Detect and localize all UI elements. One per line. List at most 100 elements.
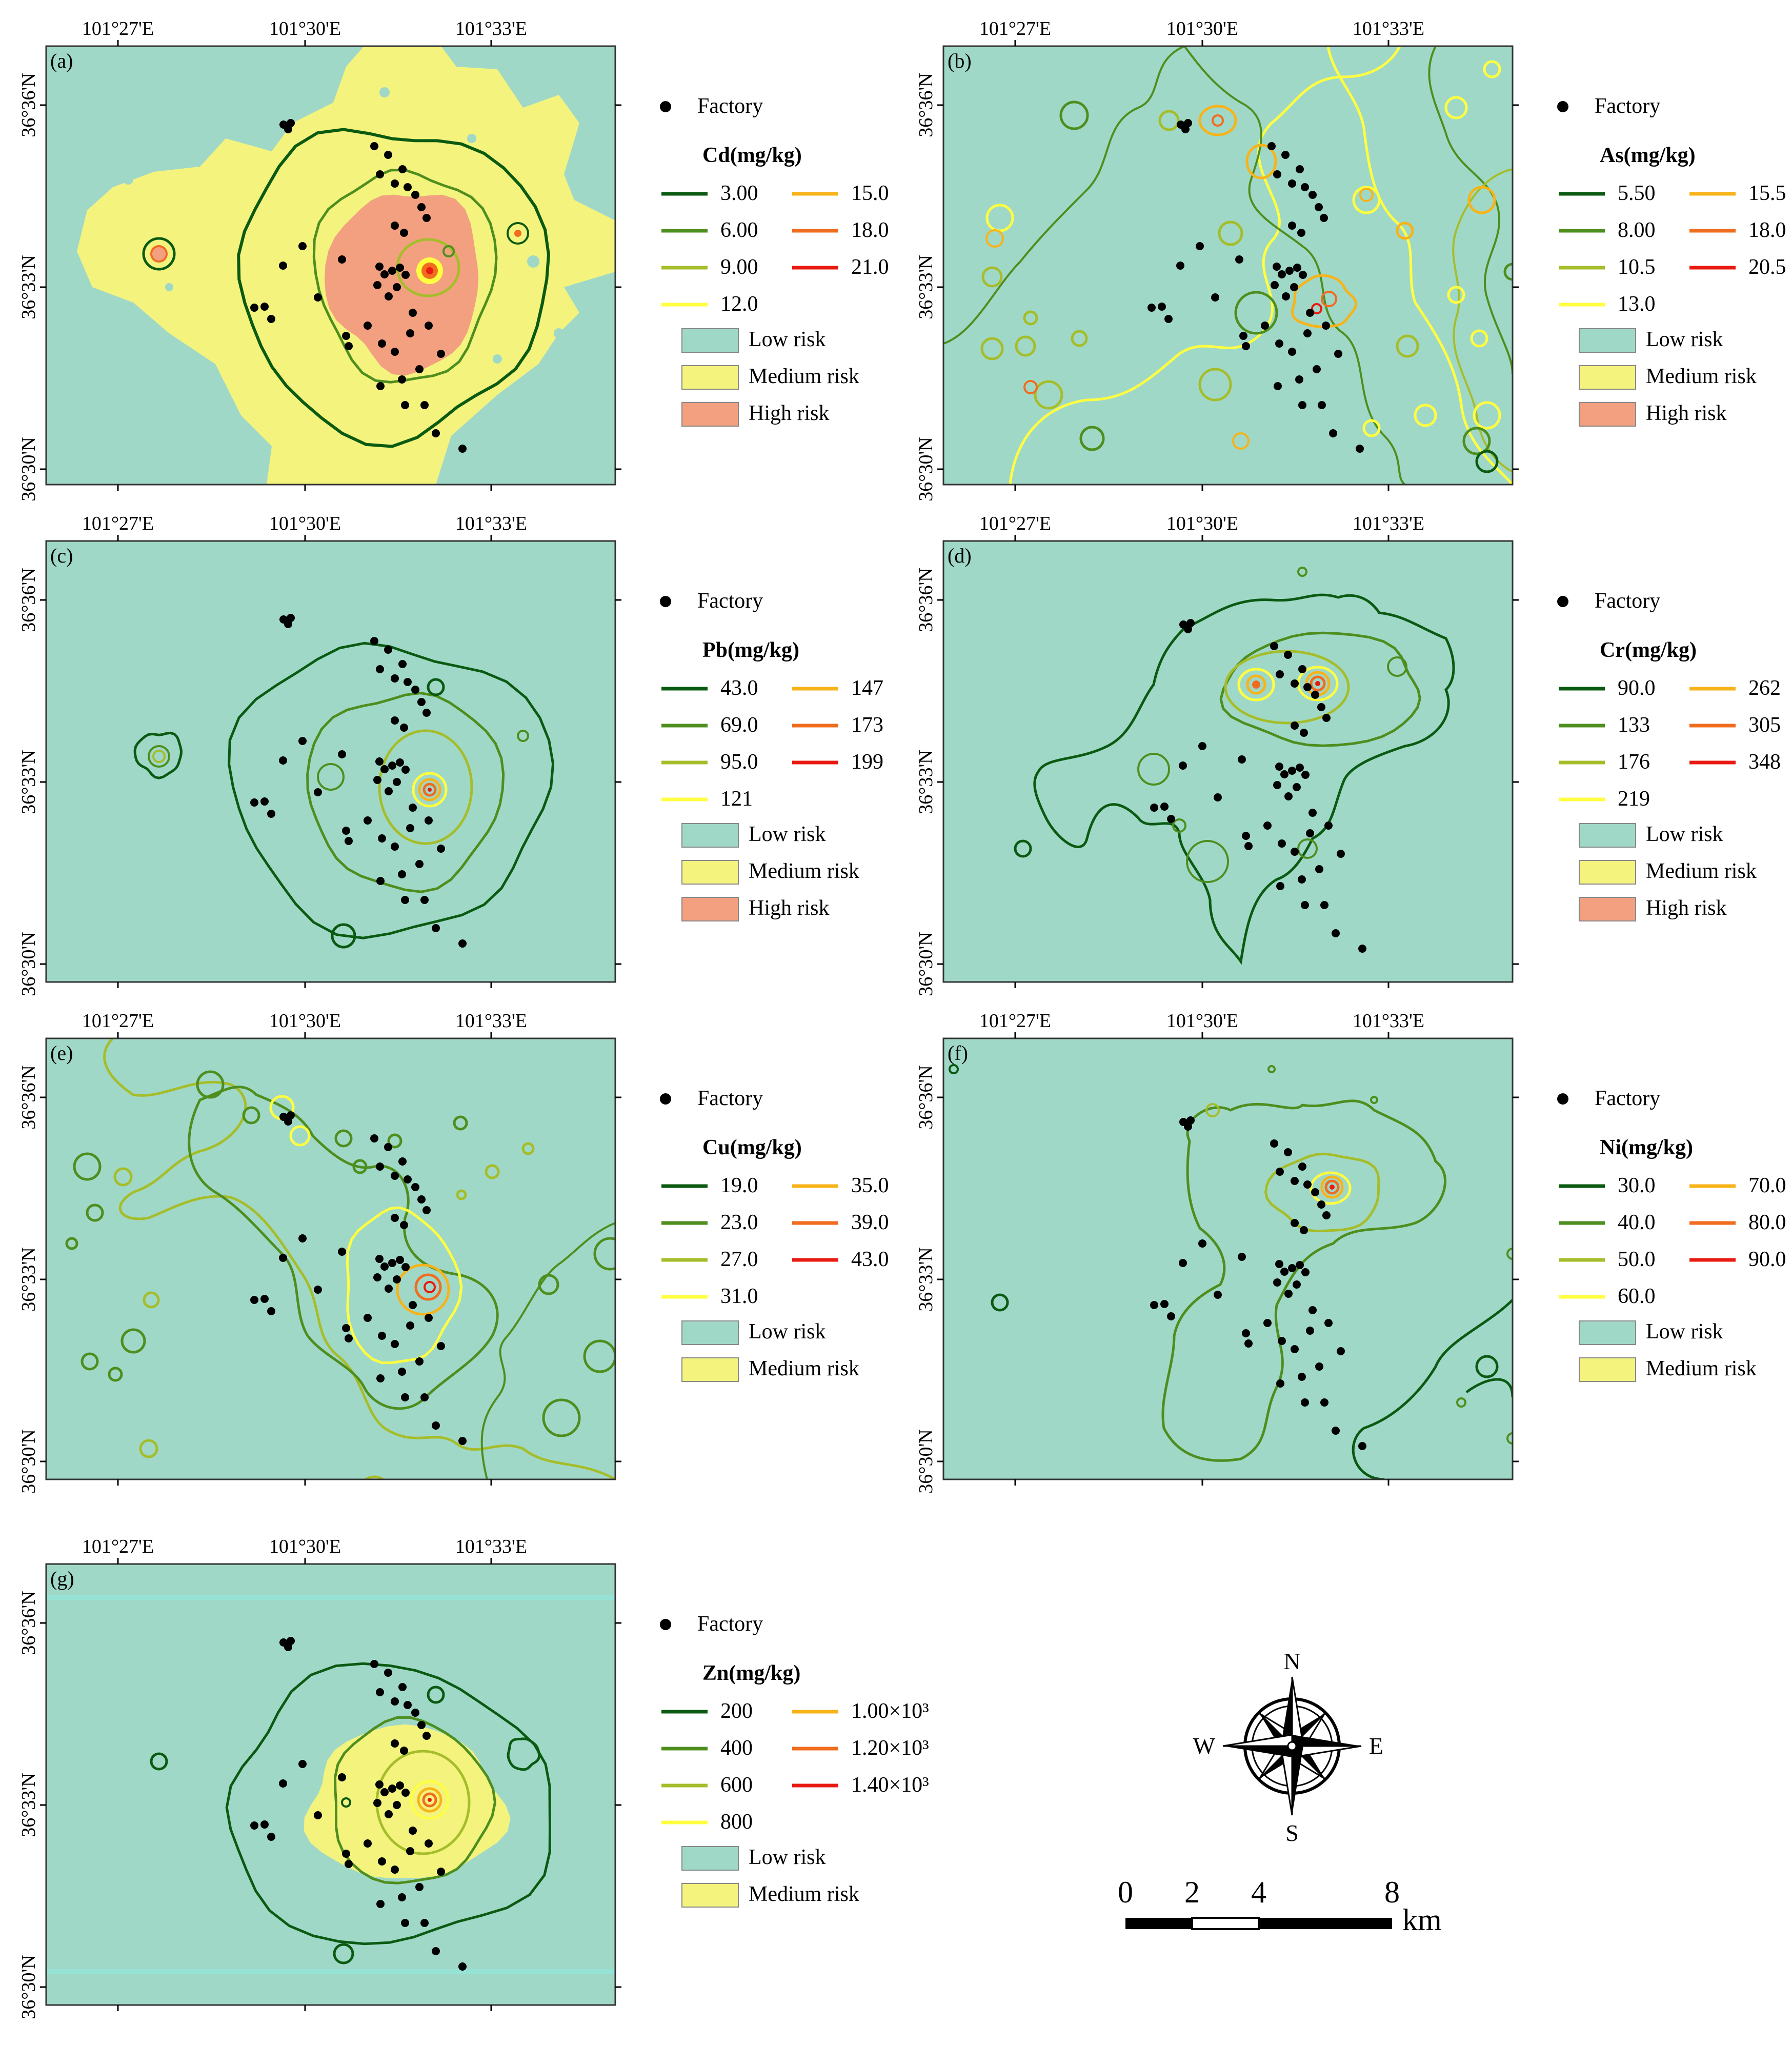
factory-point (406, 1847, 414, 1855)
factory-point (1274, 382, 1282, 390)
contour-ring (1414, 404, 1437, 427)
factory-point (1322, 1211, 1331, 1219)
factory-point (1184, 1122, 1192, 1131)
factory-point (284, 620, 292, 628)
factory-point (401, 1393, 409, 1401)
contour-line (142, 237, 176, 271)
factory-point (1186, 1116, 1195, 1125)
contour-line (346, 1206, 463, 1365)
contour-ring (1186, 840, 1229, 883)
longitude-label: 101°27'E (979, 513, 1051, 534)
panel-g: 101°27'E 101°30'E 101°33'E 36°36'N 36°33'N 36… (18, 1536, 929, 2019)
legend-level-label: 10.5 (1618, 255, 1656, 279)
factory-point (1273, 170, 1281, 178)
contour-ring (1475, 450, 1499, 473)
contour-ring (80, 1352, 99, 1371)
legend-level-label: 40.0 (1618, 1211, 1656, 1234)
factory-point (1301, 183, 1309, 191)
contour-line (943, 46, 1185, 345)
factory-point (432, 429, 440, 437)
legend: Factory Pb(mg/kg) 43.0 69.0 95.0 121 147 173 199… (660, 589, 883, 921)
contour-ring (981, 266, 1003, 288)
contour-ring (139, 1439, 158, 1458)
factory-point (1181, 125, 1190, 133)
factory-point (398, 660, 407, 668)
factory-point (1276, 1379, 1284, 1388)
legend-risk-label: Medium risk (749, 365, 859, 388)
legend-level-label: 199 (851, 750, 883, 774)
contour-ring (341, 1797, 351, 1808)
scale-tick-label: 2 (1184, 1875, 1200, 1909)
low-risk-background (943, 1038, 1513, 1479)
legend-level-label: 147 (851, 676, 883, 700)
legend-risk-label: Low risk (1646, 328, 1723, 351)
factory-point (393, 1275, 401, 1284)
factory-point (391, 843, 399, 851)
factory-point (342, 332, 350, 340)
latitude-label: 36°36'N (18, 568, 39, 632)
legend-title: As(mg/kg) (1600, 144, 1696, 167)
factory-point (1235, 255, 1243, 264)
contour-line (103, 1038, 615, 1479)
factory-point (1288, 1264, 1296, 1272)
contour-line (410, 1780, 450, 1820)
factory-point (1322, 322, 1330, 330)
factory-point (1273, 781, 1281, 789)
factory-point (1270, 642, 1278, 650)
factory-legend-symbol (1557, 101, 1568, 112)
compass-center (1287, 1741, 1297, 1751)
map-layers (943, 1038, 1513, 1479)
factory-point (388, 1785, 396, 1793)
contour-line (312, 168, 498, 384)
contour-ring (453, 1115, 468, 1131)
factory-point (342, 1850, 350, 1858)
factory-point (400, 724, 408, 732)
latitude-label: 36°33'N (18, 1247, 39, 1312)
factory-point (391, 179, 399, 188)
factory-point (364, 1839, 372, 1848)
factory-point (364, 816, 372, 825)
factory-point (1244, 1339, 1253, 1348)
factory-point (380, 270, 389, 278)
factory-point (398, 1157, 407, 1166)
legend: Factory As(mg/kg) 5.50 8.00 10.5 13.0 15.5 18.0… (1557, 94, 1786, 427)
factory-point (384, 1669, 392, 1677)
map-frame (45, 1563, 616, 2006)
contour-ring (1456, 1397, 1466, 1408)
factory-point (370, 1660, 378, 1668)
legend-level-label: 176 (1618, 750, 1650, 774)
legend-level-label: 80.0 (1748, 1211, 1786, 1234)
factory-point (1315, 1362, 1323, 1371)
map-layers (46, 1038, 615, 1479)
contour-ring (1444, 96, 1468, 119)
factory-point (1284, 792, 1293, 800)
legend-risk-label: Medium risk (749, 1357, 859, 1380)
map-frame (45, 540, 616, 983)
factory-point (380, 1262, 389, 1271)
legend-risk-swatch (681, 328, 739, 353)
latitude-label: 36°36'N (915, 1065, 937, 1130)
legend-title: Cr(mg/kg) (1600, 638, 1697, 662)
legend-level-label: 8.00 (1618, 218, 1656, 242)
contour-ring (1079, 426, 1105, 451)
map-body (45, 540, 616, 983)
factory-point (1275, 763, 1283, 771)
contour-ring (333, 1943, 354, 1964)
legend-level-label: 15.5 (1748, 182, 1786, 205)
factory-point (1306, 309, 1314, 317)
panel-c: 101°27'E 101°30'E 101°33'E 36°36'N 36°33'N 36… (18, 513, 883, 996)
legend-level-label: 348 (1748, 750, 1781, 774)
legend-level-label: 219 (1618, 787, 1650, 811)
factory-point (1160, 803, 1169, 811)
factory-point (1308, 1306, 1317, 1314)
factory-point (1239, 332, 1247, 340)
contour-line (133, 731, 183, 779)
compass-point (1223, 1746, 1292, 1757)
legend-risk-swatch (681, 1883, 739, 1908)
legend-level-label: 18.0 (1748, 218, 1786, 242)
factory-point (1280, 1268, 1288, 1276)
factory-point (1298, 1162, 1306, 1171)
legend-level-label: 95.0 (720, 750, 758, 774)
contour-line (1310, 675, 1326, 692)
legend: Factory Cr(mg/kg) 90.0 133 176 219 262 305 348 Lo… (1557, 589, 1781, 921)
